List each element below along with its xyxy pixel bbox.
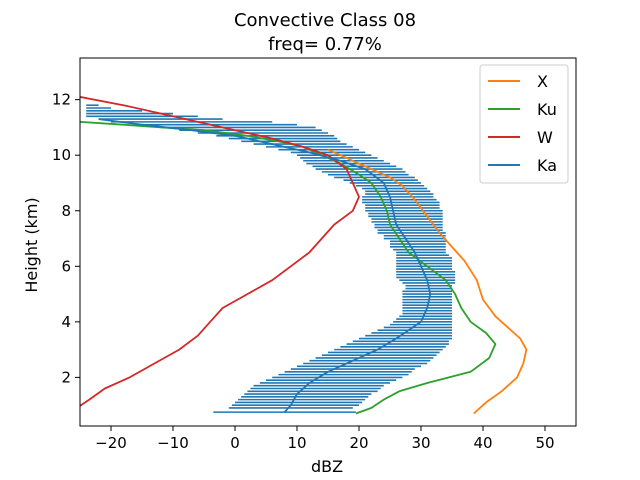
legend-box: [479, 64, 569, 184]
series-line-w: [80, 96, 360, 407]
y-tick-label: 6: [61, 257, 71, 275]
y-tick-label: 10: [52, 146, 71, 164]
series-line-ka: [98, 118, 432, 413]
x-tick-label: 0: [230, 434, 240, 452]
x-tick-label: −10: [157, 434, 189, 452]
series-line-ku: [80, 121, 497, 415]
legend-label-ku: Ku: [537, 100, 557, 119]
plot-frame: [79, 57, 577, 427]
x-axis-label: dBZ: [311, 457, 343, 476]
x-axis: −20 −10 0 10 20 30 40 50: [95, 426, 555, 452]
x-tick-label: 30: [411, 434, 430, 452]
chart-title: Convective Class 08 freq= 0.77%: [234, 10, 416, 55]
x-tick-label: 50: [535, 434, 554, 452]
y-tick-label: 2: [61, 368, 71, 386]
legend: X Ku W Ka: [479, 64, 569, 184]
x-tick-label: −20: [95, 434, 127, 452]
legend-label-w: W: [537, 128, 553, 147]
y-axis: 2 4 6 8 10 12: [52, 91, 80, 386]
x-tick-label: 20: [349, 434, 368, 452]
ka-spread-bars: [86, 104, 456, 413]
title-line-2: freq= 0.77%: [268, 34, 382, 55]
x-tick-label: 10: [287, 434, 306, 452]
y-axis-label: Height (km): [22, 197, 41, 292]
series-lines: [80, 96, 528, 415]
y-tick-label: 12: [52, 91, 71, 109]
x-tick-label: 40: [473, 434, 492, 452]
legend-label-x: X: [537, 72, 548, 91]
y-tick-label: 4: [61, 313, 71, 331]
legend-label-ka: Ka: [537, 156, 557, 175]
title-line-1: Convective Class 08: [234, 10, 416, 31]
y-tick-label: 8: [61, 202, 71, 220]
series-line-x: [327, 148, 528, 415]
